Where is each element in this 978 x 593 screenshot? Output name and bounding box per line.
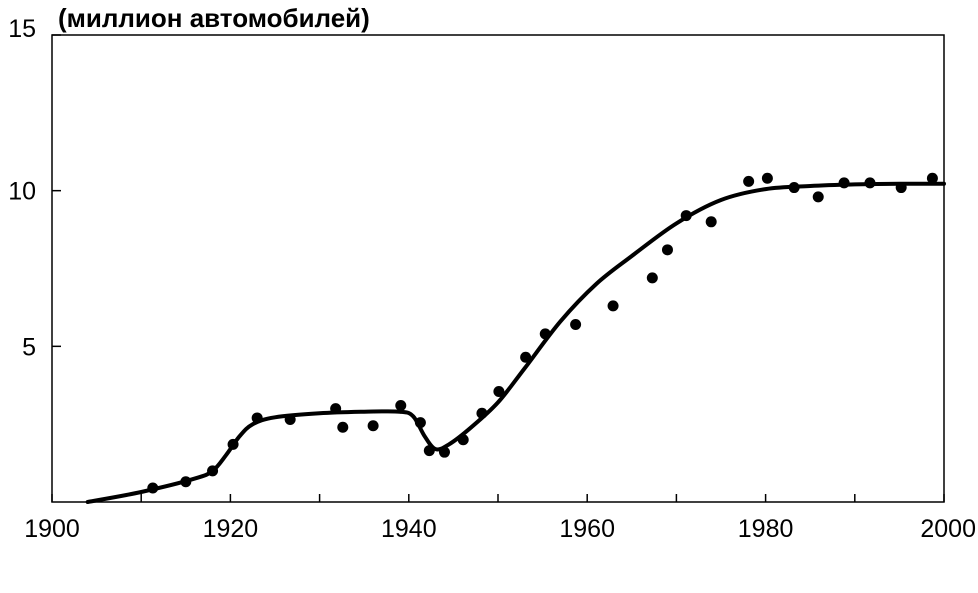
y-axis: 5 10 15: [8, 15, 61, 361]
data-point: [227, 438, 239, 450]
data-point: [395, 399, 407, 411]
data-point: [680, 210, 692, 222]
trend-line: [85, 181, 946, 504]
x-tick-label: 1960: [559, 515, 615, 543]
data-points: [147, 172, 938, 494]
y-tick-label: 5: [22, 333, 36, 361]
data-point: [812, 191, 824, 203]
data-point: [895, 182, 907, 194]
chart-title: (миллион автомобилей): [58, 3, 370, 33]
data-point: [414, 417, 426, 429]
data-point: [864, 177, 876, 189]
x-tick-label: 2000: [920, 515, 976, 543]
data-point: [539, 328, 551, 340]
data-point: [330, 403, 342, 415]
data-point: [646, 272, 658, 284]
data-point: [788, 182, 800, 194]
data-point: [705, 216, 717, 228]
data-point: [284, 413, 296, 425]
data-point: [337, 421, 349, 433]
data-point: [147, 482, 159, 494]
data-point: [423, 445, 435, 457]
x-tick-label: 1900: [24, 515, 80, 543]
data-point: [367, 420, 379, 432]
y-tick-label: 15: [8, 15, 36, 43]
x-tick-label: 1980: [738, 515, 794, 543]
data-point: [438, 446, 450, 458]
data-point: [661, 244, 673, 256]
data-point: [607, 300, 619, 312]
data-point: [570, 319, 582, 331]
data-point: [493, 385, 505, 397]
data-point: [457, 434, 469, 446]
data-point: [926, 172, 938, 184]
data-point: [476, 407, 488, 419]
data-point: [207, 465, 219, 477]
data-point: [520, 351, 532, 363]
data-point: [761, 172, 773, 184]
y-tick-label: 10: [8, 178, 36, 206]
x-tick-label: 1940: [381, 515, 437, 543]
data-point: [838, 177, 850, 189]
x-axis: 1900 1920 1940 1960 1980 2000: [24, 494, 976, 543]
data-point: [180, 476, 192, 488]
x-tick-label: 1920: [203, 515, 259, 543]
data-point: [743, 175, 755, 187]
data-point: [251, 412, 263, 424]
plot-frame: [51, 34, 945, 503]
